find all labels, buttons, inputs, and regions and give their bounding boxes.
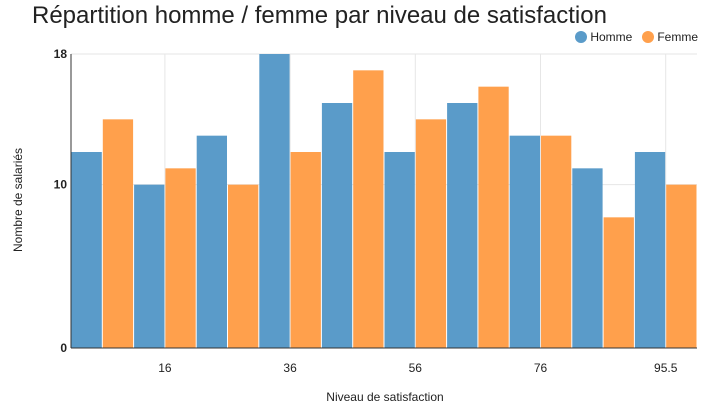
bar-homme-5[interactable] — [384, 152, 415, 348]
bar-femme-8[interactable] — [603, 217, 634, 348]
x-tick-label-4: 95.5 — [654, 361, 678, 375]
bar-homme-3[interactable] — [259, 54, 290, 348]
legend-swatch-femme — [642, 31, 655, 43]
y-axis-label: Nombre de salariés — [11, 148, 25, 252]
bar-homme-2[interactable] — [196, 135, 227, 348]
x-tick-label-2: 56 — [409, 361, 423, 375]
chart-title: Répartition homme / femme par niveau de … — [32, 2, 607, 29]
x-axis-label: Niveau de satisfaction — [326, 390, 443, 404]
legend-label-homme: Homme — [590, 30, 633, 44]
bar-homme-0[interactable] — [71, 152, 102, 348]
legend-item-homme[interactable]: Homme — [575, 30, 632, 44]
bar-femme-9[interactable] — [666, 184, 697, 348]
bar-femme-2[interactable] — [228, 184, 259, 348]
y-tick-label-2: 18 — [54, 47, 68, 61]
x-tick-label-0: 16 — [158, 361, 172, 375]
bar-femme-4[interactable] — [353, 70, 384, 348]
legend-label-femme: Femme — [657, 30, 698, 44]
axes — [70, 54, 697, 349]
bar-homme-1[interactable] — [134, 184, 165, 348]
y-tick-label-0: 0 — [60, 341, 67, 355]
bar-homme-4[interactable] — [321, 103, 353, 348]
gridlines — [71, 53, 697, 349]
bar-homme-7[interactable] — [509, 135, 540, 348]
x-tick-label-1: 36 — [283, 361, 297, 375]
legend-swatch-homme — [575, 31, 588, 43]
tick-labels: 0 10 18 16 36 56 76 95.5 — [54, 47, 678, 375]
bars — [71, 54, 697, 349]
legend-item-femme[interactable]: Femme — [642, 30, 698, 44]
y-tick-label-1: 10 — [54, 178, 68, 192]
bar-femme-6[interactable] — [478, 86, 509, 349]
bar-homme-6[interactable] — [447, 103, 478, 348]
x-tick-label-3: 76 — [534, 361, 548, 375]
bar-femme-5[interactable] — [415, 119, 447, 348]
bar-homme-9[interactable] — [634, 152, 666, 348]
legend: Homme Femme — [575, 30, 698, 44]
bar-femme-0[interactable] — [102, 119, 134, 348]
bar-femme-1[interactable] — [165, 168, 196, 348]
bar-femme-3[interactable] — [290, 152, 321, 348]
bar-femme-7[interactable] — [541, 135, 572, 348]
bar-homme-8[interactable] — [572, 168, 603, 348]
